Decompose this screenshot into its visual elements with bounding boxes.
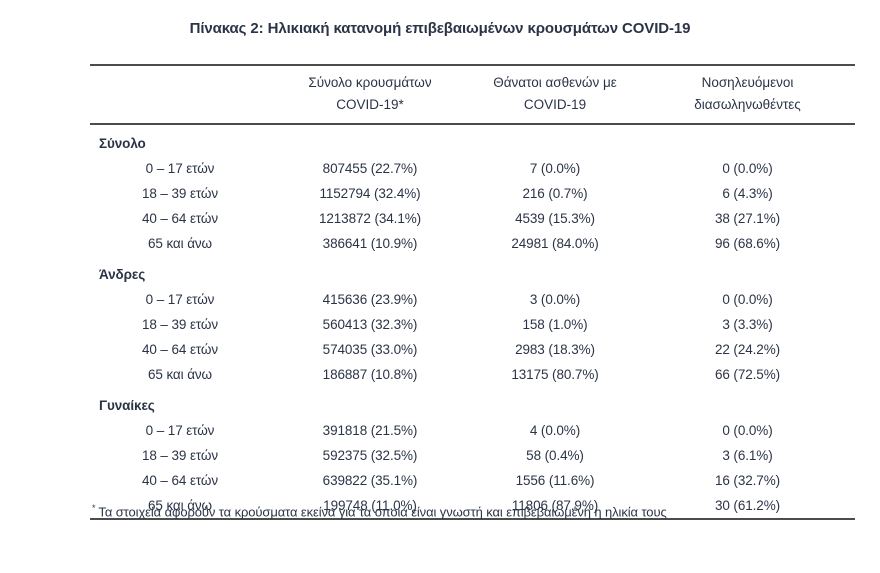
header-deaths-line2: COVID-19: [523, 97, 587, 112]
age-group-label: 0 – 17 ετών: [145, 423, 215, 438]
intubated-cell: 22 (24.2%): [714, 342, 781, 357]
age-group-label: 40 – 64 ετών: [141, 473, 219, 488]
deaths-cell: 13175 (80.7%): [511, 367, 599, 382]
footnote-marker: *: [92, 503, 96, 513]
age-group-label: 65 και άνω: [147, 498, 212, 513]
age-group-label: 0 – 17 ετών: [145, 292, 215, 307]
empty-header-cell: [90, 64, 270, 125]
section-header-row-women: Γυναίκες: [90, 387, 855, 418]
table-row: 65 και άνω 199748 (11.0%) 11806 (87.9%) …: [90, 493, 855, 519]
table-row: 40 – 64 ετών 639822 (35.1%) 1556 (11.6%)…: [90, 468, 855, 493]
deaths-cell: 7 (0.0%): [529, 161, 581, 176]
section-header-row-total: Σύνολο: [90, 124, 855, 156]
intubated-cell: 38 (27.1%): [714, 211, 781, 226]
header-deaths: Θάνατοι ασθενών με COVID-19: [470, 64, 640, 125]
deaths-cell: 58 (0.4%): [526, 448, 584, 463]
deaths-cell: 158 (1.0%): [522, 317, 588, 332]
footnote-text: Τα στοιχεία αφορούν τα κρούσματα εκείνα …: [98, 504, 667, 520]
intubated-cell: 3 (6.1%): [722, 448, 773, 463]
section-header-row-men: Άνδρες: [90, 256, 855, 287]
header-cases: Σύνολο κρουσμάτων COVID-19*: [270, 64, 470, 125]
intubated-cell: 16 (32.7%): [714, 473, 781, 488]
age-group-label: 40 – 64 ετών: [141, 342, 219, 357]
cases-cell: 1152794 (32.4%): [319, 186, 421, 201]
age-group-label: 65 και άνω: [147, 367, 212, 382]
section-label: Άνδρες: [99, 266, 146, 282]
table-row: 40 – 64 ετών 1213872 (34.1%) 4539 (15.3%…: [90, 206, 855, 231]
table-row: 65 και άνω 386641 (10.9%) 24981 (84.0%) …: [90, 231, 855, 256]
intubated-cell: 66 (72.5%): [714, 367, 781, 382]
age-group-label: 40 – 64 ετών: [141, 211, 219, 226]
cases-cell: 574035 (33.0%): [322, 342, 418, 357]
age-group-label: 18 – 39 ετών: [141, 317, 219, 332]
section-label: Σύνολο: [99, 135, 146, 151]
table-header: Σύνολο κρουσμάτων COVID-19* Θάνατοι ασθε…: [90, 64, 855, 125]
cases-cell: 186887 (10.8%): [322, 367, 418, 382]
cases-cell: 386641 (10.9%): [322, 236, 418, 251]
table-title: Πίνακας 2: Ηλικιακή κατανομή επιβεβαιωμέ…: [189, 20, 691, 37]
intubated-cell: 0 (0.0%): [722, 161, 773, 176]
header-row: Σύνολο κρουσμάτων COVID-19* Θάνατοι ασθε…: [90, 64, 855, 125]
deaths-cell: 4539 (15.3%): [515, 211, 595, 226]
table-row: 18 – 39 ετών 560413 (32.3%) 158 (1.0%) 3…: [90, 312, 855, 337]
table-row: 18 – 39 ετών 1152794 (32.4%) 216 (0.7%) …: [90, 181, 855, 206]
table-row: 0 – 17 ετών 415636 (23.9%) 3 (0.0%) 0 (0…: [90, 287, 855, 312]
cases-cell: 391818 (21.5%): [322, 423, 418, 438]
table-row: 40 – 64 ετών 574035 (33.0%) 2983 (18.3%)…: [90, 337, 855, 362]
cases-cell: 639822 (35.1%): [322, 473, 418, 488]
deaths-cell: 3 (0.0%): [529, 292, 581, 307]
header-intubated-line2: διασωληνωθέντες: [694, 97, 801, 112]
cases-cell: 560413 (32.3%): [322, 317, 418, 332]
header-cases-line1: Σύνολο κρουσμάτων: [308, 75, 432, 90]
cases-cell: 415636 (23.9%): [322, 292, 418, 307]
intubated-cell: 0 (0.0%): [722, 423, 773, 438]
deaths-cell: 24981 (84.0%): [511, 236, 599, 251]
age-group-label: 18 – 39 ετών: [141, 186, 219, 201]
table-row: 0 – 17 ετών 807455 (22.7%) 7 (0.0%) 0 (0…: [90, 156, 855, 181]
table-row: 0 – 17 ετών 391818 (21.5%) 4 (0.0%) 0 (0…: [90, 418, 855, 443]
intubated-cell: 0 (0.0%): [722, 292, 773, 307]
intubated-cell: 96 (68.6%): [714, 236, 781, 251]
table-body: Σύνολο 0 – 17 ετών 807455 (22.7%) 7 (0.0…: [90, 124, 855, 519]
intubated-cell: 30 (61.2%): [714, 498, 781, 513]
intubated-cell: 3 (3.3%): [722, 317, 773, 332]
header-deaths-line1: Θάνατοι ασθενών με: [493, 75, 617, 90]
age-group-label: 18 – 39 ετών: [141, 448, 219, 463]
footnote: * Τα στοιχεία αφορούν τα κρούσματα εκείνα…: [92, 503, 857, 519]
table-row: 18 – 39 ετών 592375 (32.5%) 58 (0.4%) 3 …: [90, 443, 855, 468]
header-cases-line2: COVID-19*: [336, 97, 404, 112]
header-intubated-line1: Νοσηλευόμενοι: [701, 75, 794, 90]
cases-cell: 1213872 (34.1%): [318, 211, 422, 226]
header-intubated: Νοσηλευόμενοι διασωληνωθέντες: [640, 64, 855, 125]
section-label: Γυναίκες: [99, 397, 155, 413]
intubated-cell: 6 (4.3%): [722, 186, 773, 201]
deaths-cell: 216 (0.7%): [522, 186, 588, 201]
deaths-cell: 2983 (18.3%): [515, 342, 595, 357]
deaths-cell: 4 (0.0%): [529, 423, 581, 438]
age-group-label: 65 και άνω: [147, 236, 212, 251]
table-row: 65 και άνω 186887 (10.8%) 13175 (80.7%) …: [90, 362, 855, 387]
deaths-cell: 11806 (87.9%): [511, 498, 599, 513]
cases-cell: 199748 (11.0%): [323, 498, 417, 513]
covid-age-table: Σύνολο κρουσμάτων COVID-19* Θάνατοι ασθε…: [90, 64, 855, 520]
age-group-label: 0 – 17 ετών: [145, 161, 215, 176]
deaths-cell: 1556 (11.6%): [515, 473, 595, 488]
cases-cell: 807455 (22.7%): [322, 161, 418, 176]
cases-cell: 592375 (32.5%): [322, 448, 418, 463]
